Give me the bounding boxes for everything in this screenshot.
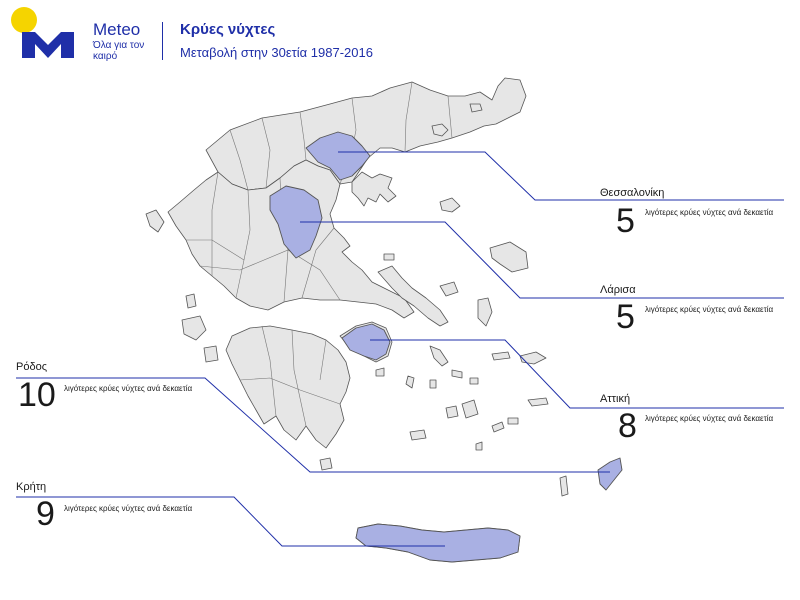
island-kythira bbox=[319, 457, 333, 471]
island-naxos bbox=[461, 399, 479, 419]
region-thessaloniki bbox=[305, 131, 371, 181]
island-lefkada bbox=[185, 293, 197, 309]
island-kos bbox=[527, 397, 549, 407]
page-subtitle: Μεταβολή στην 30ετία 1987-2016 bbox=[180, 45, 373, 60]
callout-text: λιγότερες κρύες νύχτες ανά δεκαετία bbox=[64, 384, 193, 393]
callout-name: Αττική bbox=[600, 393, 631, 405]
callout-text: λιγότερες κρύες νύχτες ανά δεκαετία bbox=[645, 208, 774, 217]
leader-rhodes bbox=[16, 377, 610, 473]
callout-value: 8 bbox=[618, 407, 637, 445]
island-santorini bbox=[475, 441, 483, 451]
region-peloponnese bbox=[225, 325, 351, 449]
leader-attica bbox=[370, 339, 784, 409]
region-rhodes bbox=[597, 457, 623, 491]
island-paros bbox=[445, 405, 459, 419]
island-thasos bbox=[431, 123, 449, 137]
island-astypalea bbox=[507, 417, 519, 425]
callout-value: 5 bbox=[616, 298, 635, 336]
callout-value: 5 bbox=[616, 202, 635, 240]
island-syros bbox=[429, 379, 437, 389]
island-skyros bbox=[439, 281, 459, 297]
meteo-logo bbox=[11, 7, 74, 58]
callout-name: Κρήτη bbox=[16, 481, 47, 493]
callout-rhodes: Ρόδος 10 λιγότερες κρύες νύχτες ανά δεκα… bbox=[16, 361, 192, 412]
island-karpathos bbox=[559, 475, 569, 497]
callout-name: Ρόδος bbox=[16, 361, 47, 373]
region-euboea bbox=[377, 265, 449, 327]
brand-tagline: Όλα για τον καιρό bbox=[93, 40, 145, 62]
callout-name: Θεσσαλονίκη bbox=[600, 187, 665, 199]
island-tinos bbox=[451, 369, 463, 379]
logo-sun-icon bbox=[11, 7, 37, 33]
callout-larisa: Λάρισα 5 λιγότερες κρύες νύχτες ανά δεκα… bbox=[600, 284, 773, 334]
island-lesvos bbox=[489, 241, 529, 273]
callout-thessaloniki: Θεσσαλονίκη 5 λιγότερες κρύες νύχτες ανά… bbox=[600, 187, 773, 238]
highlighted-regions bbox=[269, 131, 623, 563]
island-kefalonia bbox=[181, 315, 207, 341]
callout-crete: Κρήτη 9 λιγότερες κρύες νύχτες ανά δεκαε… bbox=[16, 481, 192, 531]
island-lemnos bbox=[439, 197, 461, 213]
island-samos bbox=[519, 351, 547, 365]
island-samothrace bbox=[469, 103, 483, 113]
callout-name: Λάρισα bbox=[600, 284, 636, 296]
callout-attica: Αττική 8 λιγότερες κρύες νύχτες ανά δεκα… bbox=[600, 393, 773, 443]
island-milos bbox=[409, 429, 427, 441]
header-divider bbox=[162, 22, 163, 60]
callout-value: 9 bbox=[36, 495, 55, 533]
callout-text: λιγότερες κρύες νύχτες ανά δεκαετία bbox=[64, 504, 193, 513]
island-skiathos bbox=[383, 253, 395, 261]
island-mykonos bbox=[469, 377, 479, 385]
island-aegina bbox=[375, 367, 385, 377]
region-larisa bbox=[269, 185, 323, 259]
logo-m-icon bbox=[22, 32, 74, 58]
brand-name: Meteo bbox=[93, 20, 141, 39]
region-crete bbox=[355, 523, 521, 563]
island-ikaria bbox=[491, 351, 511, 361]
island-corfu bbox=[145, 209, 165, 233]
island-kea bbox=[405, 375, 415, 389]
callout-text: λιγότερες κρύες νύχτες ανά δεκαετία bbox=[645, 305, 774, 314]
island-zakynthos bbox=[203, 345, 219, 363]
header: Meteo Όλα για τον καιρό Κρύες νύχτες Μετ… bbox=[0, 0, 800, 80]
island-andros bbox=[429, 345, 449, 367]
page-title: Κρύες νύχτες bbox=[180, 21, 276, 38]
region-chalkidiki bbox=[351, 171, 397, 207]
leader-larisa bbox=[300, 221, 784, 299]
callout-value: 10 bbox=[18, 376, 56, 414]
callout-text: λιγότερες κρύες νύχτες ανά δεκαετία bbox=[645, 414, 774, 423]
region-macedonia-thrace bbox=[205, 77, 527, 191]
island-chios bbox=[477, 297, 493, 327]
region-attica bbox=[341, 323, 391, 361]
leader-crete bbox=[16, 496, 445, 547]
leader-lines bbox=[16, 151, 784, 547]
island-amorgos bbox=[491, 421, 505, 433]
leader-thessaloniki bbox=[338, 151, 784, 201]
